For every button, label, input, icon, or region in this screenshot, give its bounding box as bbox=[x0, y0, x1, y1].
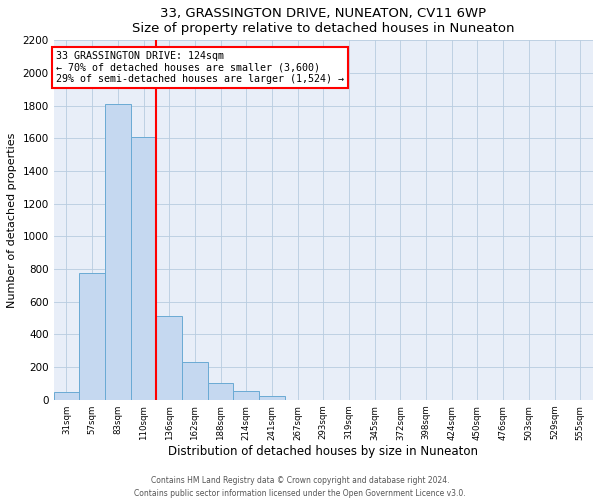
Bar bbox=[233, 391, 259, 400]
Bar bbox=[208, 382, 233, 400]
Bar bbox=[105, 104, 131, 400]
Bar bbox=[53, 392, 79, 400]
Bar bbox=[79, 273, 105, 400]
Bar bbox=[259, 396, 285, 400]
Bar bbox=[157, 316, 182, 400]
Bar bbox=[131, 136, 157, 400]
Title: 33, GRASSINGTON DRIVE, NUNEATON, CV11 6WP
Size of property relative to detached : 33, GRASSINGTON DRIVE, NUNEATON, CV11 6W… bbox=[132, 7, 515, 35]
Bar bbox=[182, 362, 208, 400]
Y-axis label: Number of detached properties: Number of detached properties bbox=[7, 132, 17, 308]
X-axis label: Distribution of detached houses by size in Nuneaton: Distribution of detached houses by size … bbox=[169, 445, 478, 458]
Text: 33 GRASSINGTON DRIVE: 124sqm
← 70% of detached houses are smaller (3,600)
29% of: 33 GRASSINGTON DRIVE: 124sqm ← 70% of de… bbox=[56, 51, 344, 84]
Text: Contains HM Land Registry data © Crown copyright and database right 2024.
Contai: Contains HM Land Registry data © Crown c… bbox=[134, 476, 466, 498]
